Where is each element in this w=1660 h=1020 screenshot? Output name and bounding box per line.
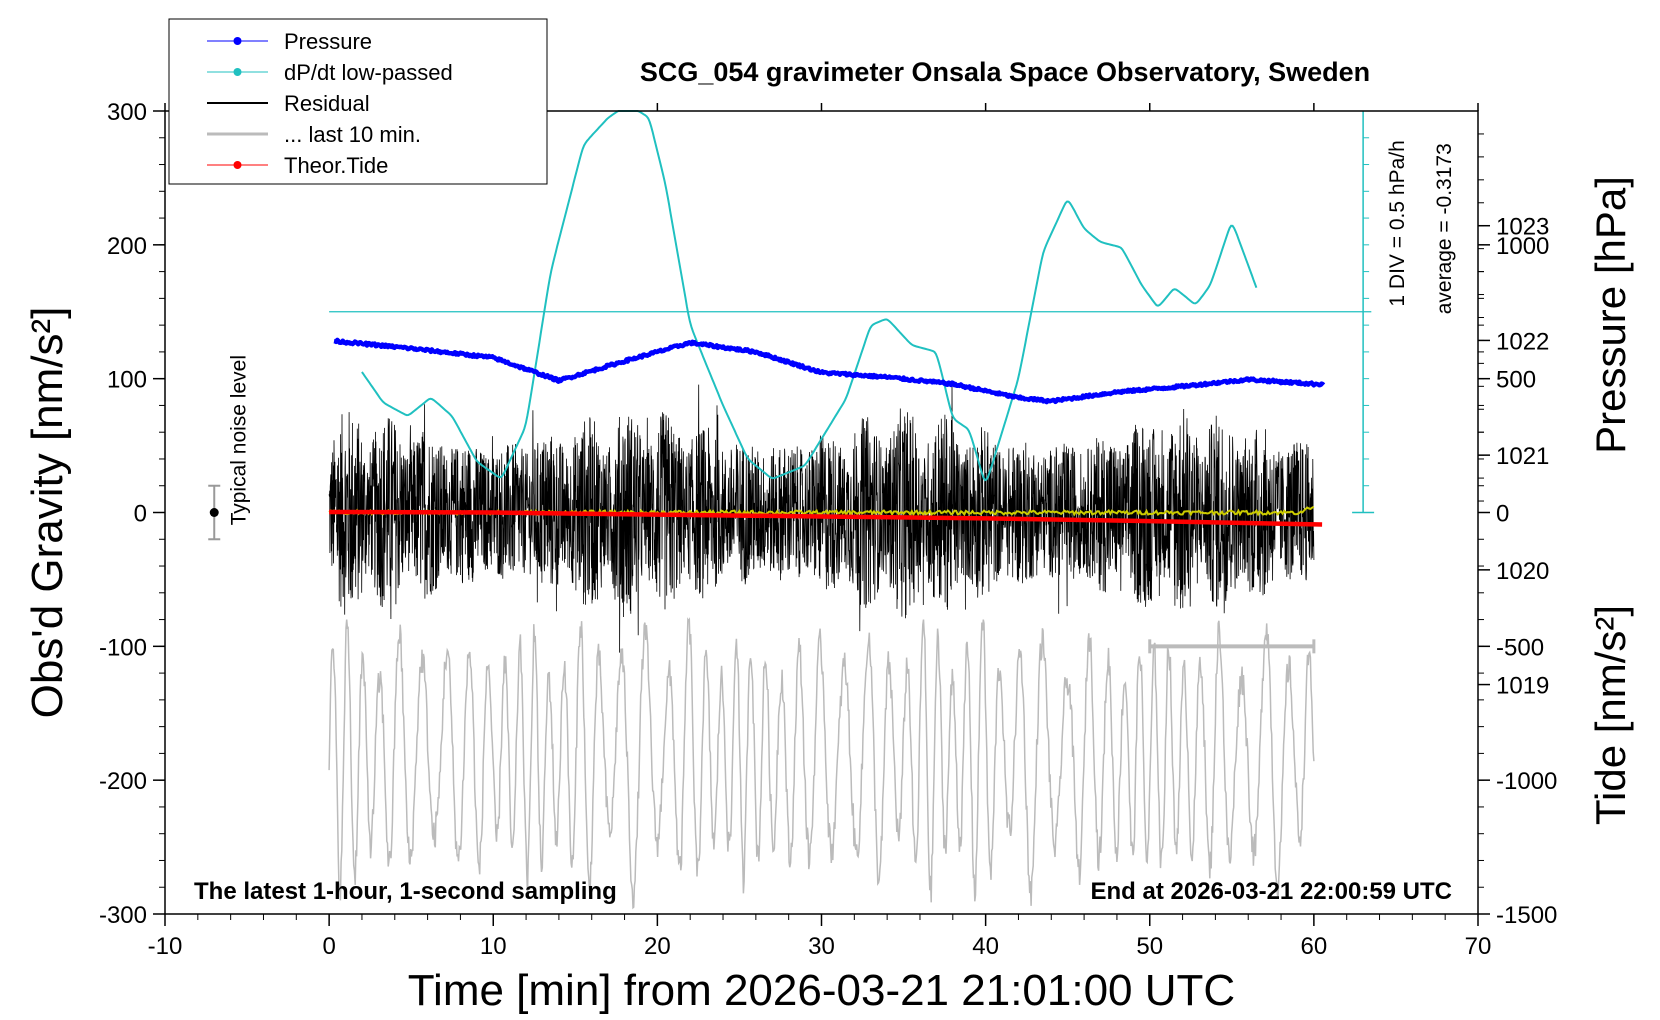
tide-tick-label: 0 [1496,501,1509,528]
tide-tick-label: -1000 [1496,768,1557,795]
noise-dot [209,508,219,517]
legend-entry: dP/dt low-passed [284,60,453,85]
series-pressure-line [332,337,1326,405]
x-axis-label: Time [min] from 2026-03-21 21:01:00 UTC [408,966,1235,1015]
dpdt-scale-label: 1 DIV = 0.5 hPa/h [1386,140,1409,306]
legend-entry: Residual [284,91,370,116]
y-axis-label-right-top: Pressure [hPa] [1587,176,1634,454]
dpdt-layer [329,110,1375,514]
axes-layer: -10 0 10 20 30 40 50 60 70-300-200-1000100200300… [23,57,1634,1015]
y-tick-label: 200 [107,233,147,260]
y-tick-label: -200 [99,768,147,795]
legend-swatch-dot [233,37,242,45]
annotation-layer: Typical noise level 1 DIV = 0.5 hPa/h aver… [194,140,1456,905]
legend: Pressure dP/dt low-passed Residual ... last… [168,18,548,185]
y-tick-label: 0 [134,501,147,528]
pressure-tick-label: 1021 [1496,443,1549,470]
x-tick-label: 10 [480,933,507,960]
x-tick-label: 40 [972,933,999,960]
y-tick-label: -100 [99,634,147,661]
tide-tick-label: -500 [1496,634,1544,661]
series-last-10-min-line [328,617,1315,910]
bottom-right-note: End at 2026-03-21 22:00:59 UTC [1091,878,1453,905]
y-tick-label: 100 [107,367,147,394]
y-tick-label: -300 [99,902,147,929]
noise-label: Typical noise level [227,355,250,525]
y-axis-label-right-bottom: Tide [nm/s²] [1587,605,1634,825]
pressure-tick-label: 1022 [1496,328,1549,355]
tide-tick-label: 1000 [1496,233,1549,260]
x-tick-label: 60 [1301,933,1328,960]
pressure-tick-label: 1020 [1496,558,1549,585]
x-tick-label: 0 [322,933,335,960]
x-tick-label: 50 [1136,933,1163,960]
pressure-tick-label: 1023 [1496,214,1549,241]
legend-entry: Pressure [284,29,372,54]
x-tick-label: 70 [1465,933,1492,960]
legend-entry: Theor.Tide [284,153,388,178]
bottom-left-note: The latest 1-hour, 1-second sampling [194,878,617,905]
legend-swatch-dot [233,161,242,169]
legend-entry: ... last 10 min. [284,122,421,147]
tide-tick-label: -1500 [1496,902,1557,929]
x-tick-label: -10 [148,933,183,960]
legend-swatch-dot [233,68,242,76]
x-tick-label: 30 [808,933,835,960]
pressure-tick-label: 1019 [1496,673,1549,700]
y-axis-label-left: Obs'd Gravity [nm/s²] [23,307,72,719]
tide-tick-label: 500 [1496,367,1536,394]
pressure-layer [332,337,1326,405]
series-theor-tide-line [329,509,1323,527]
tide-layer [329,509,1323,527]
chart-title: SCG_054 gravimeter Onsala Space Observat… [640,57,1370,87]
x-tick-label: 20 [644,933,671,960]
y-tick-label: 300 [107,99,147,126]
last-10-min-layer [328,617,1316,910]
series-dpdt-line [361,110,1258,482]
legend-box [168,18,548,185]
dpdt-average-label: average = -0.3173 [1433,143,1456,314]
